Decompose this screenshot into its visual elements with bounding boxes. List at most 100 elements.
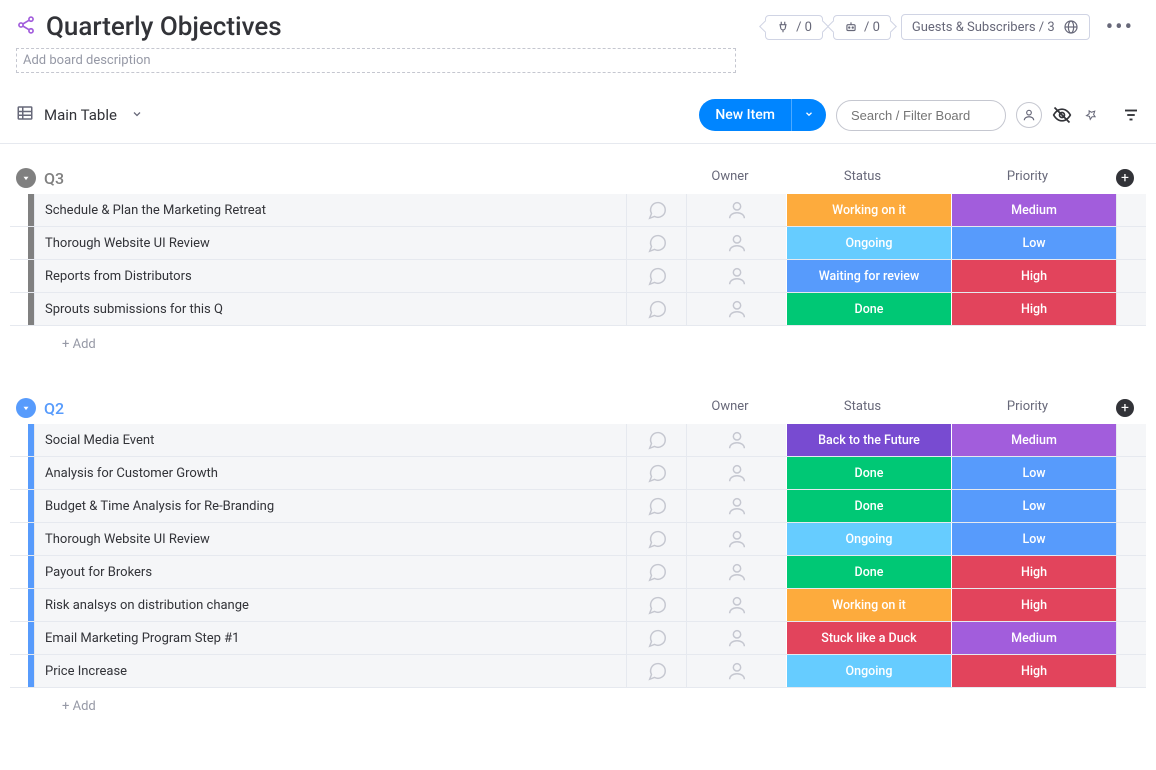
guests-subscribers-button[interactable]: Guests & Subscribers / 3: [901, 14, 1090, 40]
table-row[interactable]: Reports from Distributors Waiting for rev…: [10, 260, 1146, 293]
filter-icon[interactable]: [1122, 106, 1140, 124]
add-column-button[interactable]: +: [1116, 399, 1134, 417]
chat-icon[interactable]: [626, 556, 686, 588]
item-name[interactable]: Schedule & Plan the Marketing Retreat: [34, 194, 626, 226]
integration-pill-1[interactable]: / 0: [765, 15, 823, 40]
status-cell[interactable]: Stuck like a Duck: [786, 622, 951, 654]
item-name[interactable]: Social Media Event: [34, 424, 626, 456]
column-header-owner[interactable]: Owner: [680, 169, 780, 187]
priority-cell[interactable]: Low: [951, 227, 1116, 259]
board-description-input[interactable]: Add board description: [16, 48, 736, 73]
status-cell[interactable]: Working on it: [786, 589, 951, 621]
status-cell[interactable]: Done: [786, 457, 951, 489]
table-row[interactable]: Thorough Website UI Review OngoingLow: [10, 227, 1146, 260]
item-name[interactable]: Email Marketing Program Step #1: [34, 622, 626, 654]
item-name[interactable]: Sprouts submissions for this Q: [34, 293, 626, 325]
pin-icon[interactable]: [1082, 106, 1100, 124]
add-item-row[interactable]: + Add: [10, 326, 1146, 362]
item-name[interactable]: Thorough Website UI Review: [34, 227, 626, 259]
priority-cell[interactable]: Medium: [951, 194, 1116, 226]
owner-cell[interactable]: [686, 589, 786, 621]
priority-cell[interactable]: Low: [951, 490, 1116, 522]
table-row[interactable]: Schedule & Plan the Marketing Retreat Wor…: [10, 194, 1146, 227]
status-cell[interactable]: Done: [786, 293, 951, 325]
table-row[interactable]: Sprouts submissions for this Q DoneHigh: [10, 293, 1146, 326]
table-row[interactable]: Risk analsys on distribution changeWorki…: [10, 589, 1146, 622]
chat-icon[interactable]: [626, 227, 686, 259]
column-header-priority[interactable]: Priority: [945, 399, 1110, 417]
owner-cell[interactable]: [686, 655, 786, 687]
status-cell[interactable]: Done: [786, 556, 951, 588]
new-item-caret[interactable]: [791, 99, 826, 131]
column-header-owner[interactable]: Owner: [680, 399, 780, 417]
item-name[interactable]: Budget & Time Analysis for Re-Branding: [34, 490, 626, 522]
group-title[interactable]: Q2: [44, 399, 64, 418]
item-name[interactable]: Payout for Brokers: [34, 556, 626, 588]
owner-cell[interactable]: [686, 194, 786, 226]
person-filter-icon[interactable]: [1016, 102, 1042, 128]
table-row[interactable]: Analysis for Customer Growth DoneLow: [10, 457, 1146, 490]
owner-cell[interactable]: [686, 260, 786, 292]
table-row[interactable]: Social Media Event Back to the FutureMedi…: [10, 424, 1146, 457]
board-title[interactable]: Quarterly Objectives: [46, 12, 282, 42]
column-header-priority[interactable]: Priority: [945, 169, 1110, 187]
owner-cell[interactable]: [686, 556, 786, 588]
status-cell[interactable]: Ongoing: [786, 523, 951, 555]
chat-icon[interactable]: [626, 260, 686, 292]
owner-cell[interactable]: [686, 293, 786, 325]
chat-icon[interactable]: [626, 293, 686, 325]
new-item-button[interactable]: New Item: [699, 99, 826, 131]
table-row[interactable]: Price Increase OngoingHigh: [10, 655, 1146, 688]
priority-cell[interactable]: Low: [951, 457, 1116, 489]
item-name[interactable]: Analysis for Customer Growth: [34, 457, 626, 489]
owner-cell[interactable]: [686, 523, 786, 555]
chat-icon[interactable]: [626, 194, 686, 226]
status-cell[interactable]: Ongoing: [786, 655, 951, 687]
status-cell[interactable]: Done: [786, 490, 951, 522]
chat-icon[interactable]: [626, 622, 686, 654]
owner-cell[interactable]: [686, 424, 786, 456]
owner-cell[interactable]: [686, 622, 786, 654]
status-cell[interactable]: Working on it: [786, 194, 951, 226]
view-name[interactable]: Main Table: [44, 106, 117, 124]
chat-icon[interactable]: [626, 523, 686, 555]
chevron-down-icon[interactable]: [131, 108, 143, 123]
chat-icon[interactable]: [626, 655, 686, 687]
item-name[interactable]: Thorough Website UI Review: [34, 523, 626, 555]
item-name[interactable]: Price Increase: [34, 655, 626, 687]
priority-cell[interactable]: High: [951, 589, 1116, 621]
chat-icon[interactable]: [626, 424, 686, 456]
collapse-group-button[interactable]: [16, 398, 36, 418]
chat-icon[interactable]: [626, 589, 686, 621]
collapse-group-button[interactable]: [16, 168, 36, 188]
column-header-status[interactable]: Status: [780, 399, 945, 417]
add-item-row[interactable]: + Add: [10, 688, 1146, 724]
table-row[interactable]: Thorough Website UI Review OngoingLow: [10, 523, 1146, 556]
priority-cell[interactable]: Medium: [951, 424, 1116, 456]
column-header-status[interactable]: Status: [780, 169, 945, 187]
more-menu-icon[interactable]: •••: [1100, 15, 1140, 40]
priority-cell[interactable]: Low: [951, 523, 1116, 555]
owner-cell[interactable]: [686, 457, 786, 489]
group-title[interactable]: Q3: [44, 169, 64, 188]
status-cell[interactable]: Ongoing: [786, 227, 951, 259]
add-column-button[interactable]: +: [1116, 169, 1134, 187]
owner-cell[interactable]: [686, 490, 786, 522]
status-cell[interactable]: Waiting for review: [786, 260, 951, 292]
priority-cell[interactable]: High: [951, 556, 1116, 588]
table-row[interactable]: Payout for Brokers DoneHigh: [10, 556, 1146, 589]
status-cell[interactable]: Back to the Future: [786, 424, 951, 456]
search-input[interactable]: [836, 100, 1006, 131]
priority-cell[interactable]: Medium: [951, 622, 1116, 654]
table-row[interactable]: Budget & Time Analysis for Re-Branding Do…: [10, 490, 1146, 523]
priority-cell[interactable]: High: [951, 260, 1116, 292]
priority-cell[interactable]: High: [951, 655, 1116, 687]
owner-cell[interactable]: [686, 227, 786, 259]
integration-pill-2[interactable]: / 0: [833, 15, 891, 40]
eye-hidden-icon[interactable]: [1052, 105, 1072, 125]
item-name[interactable]: Reports from Distributors: [34, 260, 626, 292]
chat-icon[interactable]: [626, 490, 686, 522]
priority-cell[interactable]: High: [951, 293, 1116, 325]
table-row[interactable]: Email Marketing Program Step #1 Stuck lik…: [10, 622, 1146, 655]
chat-icon[interactable]: [626, 457, 686, 489]
